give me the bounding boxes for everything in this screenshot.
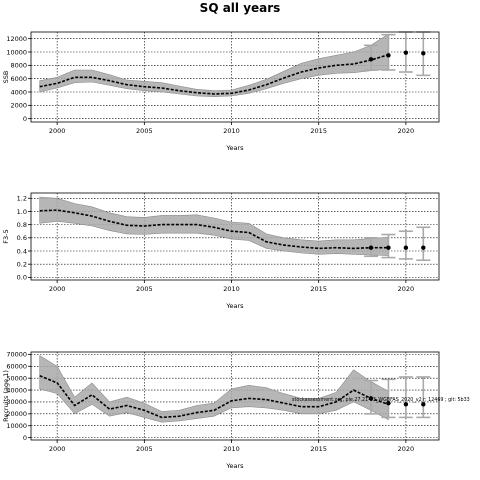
x-tick-label: 2015 <box>310 127 327 135</box>
projection-point <box>403 402 409 407</box>
x-tick-label: 2000 <box>49 127 66 135</box>
projection-point <box>421 51 426 56</box>
x-axis-label: Years <box>225 302 244 310</box>
estimate-line <box>39 53 389 95</box>
projection-point <box>368 396 374 401</box>
x-tick-label: 2005 <box>136 285 153 293</box>
x-axis-label: Years <box>225 462 244 470</box>
y-axis-label: F3-5 <box>2 229 10 243</box>
y-tick-label: 0.8 <box>17 221 27 229</box>
y-axis-label: SSB <box>2 71 10 84</box>
projection-point <box>386 53 391 58</box>
y-tick-label: 70000 <box>6 351 27 359</box>
projection-point <box>421 402 426 407</box>
y-tick-label: 50000 <box>6 374 27 382</box>
y-tick-label: 60000 <box>6 363 27 371</box>
y-tick-label: 2000 <box>10 102 27 110</box>
plot-frame <box>30 31 440 123</box>
projection-point <box>403 50 409 55</box>
figure-title: SQ all years <box>200 1 281 15</box>
y-tick-label: 8000 <box>10 62 27 70</box>
confidence-band <box>39 196 389 256</box>
projection-point <box>386 400 391 406</box>
projection-point <box>386 245 391 250</box>
x-tick-label: 2015 <box>310 445 327 453</box>
y-tick-label: 4000 <box>10 88 27 96</box>
y-tick-label: 20000 <box>6 410 27 418</box>
plot-frame <box>30 351 440 441</box>
y-tick-label: 6000 <box>10 75 27 83</box>
source-annotation: stockassessment.org, ple.27.21-23_WGBFAS… <box>292 397 470 403</box>
y-tick-label: 12000 <box>6 35 27 43</box>
x-tick-label: 2010 <box>223 445 240 453</box>
y-tick-label: 0.2 <box>17 260 27 268</box>
plot-frame <box>30 192 440 281</box>
projection-point <box>368 245 374 250</box>
x-tick-label: 2020 <box>398 285 415 293</box>
y-axis-label: Recruits (age 1) <box>2 370 10 422</box>
y-tick-label: 10000 <box>6 422 27 430</box>
estimate-line <box>39 209 389 250</box>
y-tick-label: 0 <box>23 115 27 123</box>
y-tick-label: 0.6 <box>17 234 27 242</box>
y-tick-label: 0.0 <box>17 274 27 282</box>
y-tick-label: 10000 <box>6 48 27 56</box>
estimate-line <box>39 375 389 419</box>
y-tick-label: 30000 <box>6 398 27 406</box>
y-tick-label: 1.2 <box>17 195 27 203</box>
projection-point <box>403 245 409 250</box>
confidence-band <box>39 355 389 423</box>
x-tick-label: 2000 <box>49 285 66 293</box>
y-tick-label: 0 <box>23 434 27 442</box>
projection-point <box>421 245 426 250</box>
x-tick-label: 2010 <box>223 127 240 135</box>
x-axis-label: Years <box>225 144 244 152</box>
y-tick-label: 1.0 <box>17 208 27 216</box>
y-tick-label: 40000 <box>6 386 27 394</box>
x-tick-label: 2015 <box>310 285 327 293</box>
projection-point <box>368 57 374 62</box>
x-tick-label: 2005 <box>136 127 153 135</box>
x-tick-label: 2005 <box>136 445 153 453</box>
x-tick-label: 2020 <box>398 127 415 135</box>
y-tick-label: 0.4 <box>17 247 27 255</box>
ssb-panel: 2000 2005 2010 2015 2020 0 2000 4000 6000 8000 100… <box>2 31 440 152</box>
x-tick-label: 2000 <box>49 445 66 453</box>
x-tick-label: 2020 <box>398 445 415 453</box>
fishing-mortality-panel: 2000 2005 2010 2015 2020 0.0 0.2 0.4 0.6 0.8 1.0 1.… <box>2 192 440 310</box>
x-tick-label: 2010 <box>223 285 240 293</box>
recruitment-panel: 2000 2005 2010 2015 2020 0 10000 20000 30000 4000… <box>2 351 440 470</box>
